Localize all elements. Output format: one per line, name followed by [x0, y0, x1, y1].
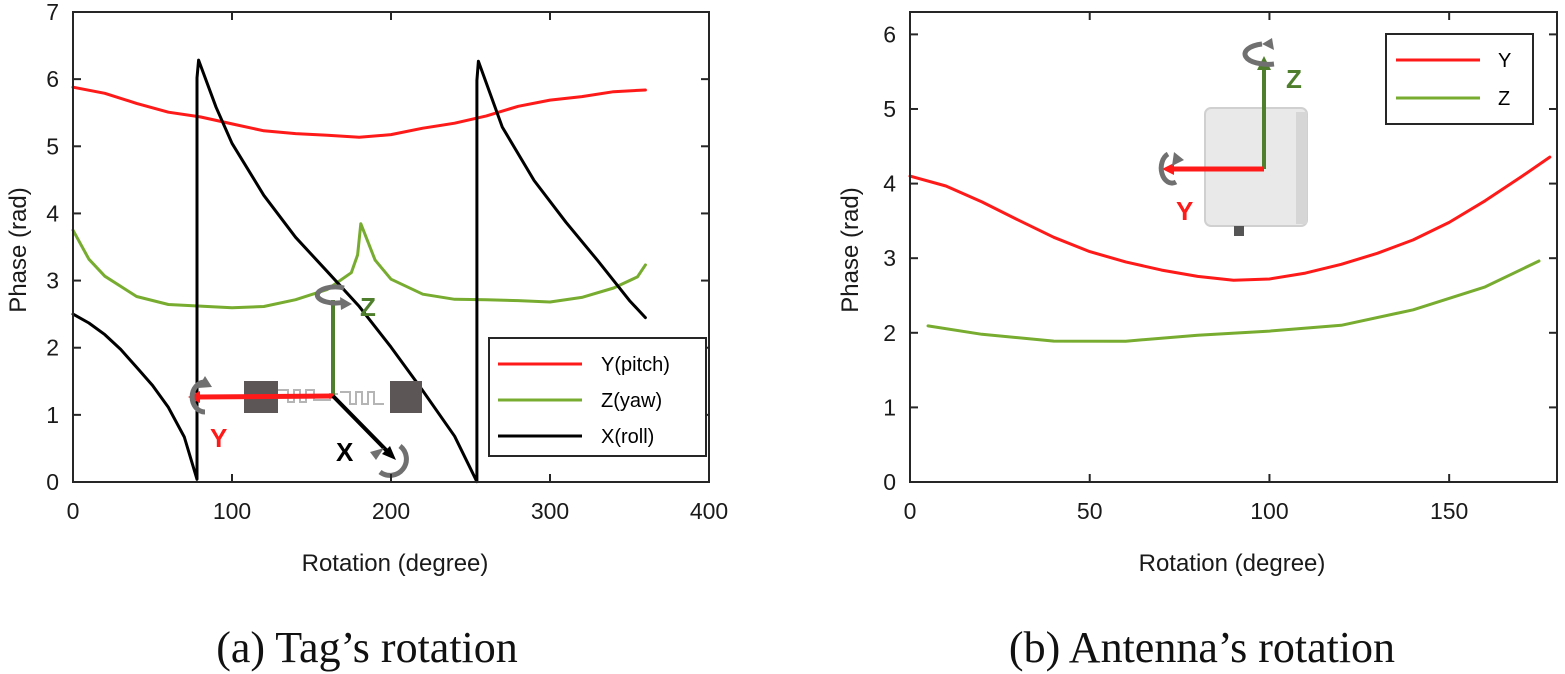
panel-a-xlabel: Rotation (degree)	[302, 550, 489, 577]
panel-a-ytick-label: 4	[46, 200, 59, 226]
panel-a-series-x-roll	[71, 58, 647, 484]
panel-b-antenna-rotation: Y Z 0 50 100 150 0 1 2 3 4 5 6 Rotation (degree) P…	[837, 11, 1558, 672]
panel-a-ytick-label: 6	[46, 66, 59, 92]
panel-a-xtick-label: 100	[213, 498, 251, 524]
panel-b-ticks: 0 50 100 150 0 1 2 3 4 5 6	[883, 12, 1557, 524]
antenna-z-rotate-arrowhead	[1262, 38, 1274, 50]
antenna-z-rotate-icon	[1242, 41, 1275, 67]
panel-a-ytick-label: 7	[46, 0, 59, 25]
panel-b-plot-area	[908, 155, 1552, 343]
panel-b-series-z	[926, 259, 1541, 343]
tag-z-rotate-icon	[314, 284, 345, 306]
panel-b-xtick-label: 150	[1430, 498, 1468, 524]
panel-b-ytick-label: 6	[883, 21, 896, 47]
panel-b-ytick-label: 4	[883, 171, 896, 197]
panel-b-ytick-label: 3	[883, 245, 896, 271]
panel-b-ytick-label: 0	[883, 469, 896, 495]
panel-a-ticks: 0 100 200 300 400 0 1 2 3 4 5 6 7	[46, 0, 728, 524]
panel-b-xlabel: Rotation (degree)	[1139, 550, 1326, 577]
tag-y-axis-arrow	[197, 393, 334, 400]
tag-y-rotate-icon	[189, 379, 206, 415]
panel-b-legend-box	[1385, 33, 1534, 125]
legend-label-y-pitch: Y(pitch)	[601, 354, 670, 376]
panel-b-caption: (b) Antenna’s rotation	[1009, 623, 1395, 672]
panel-a-xtick-label: 400	[690, 498, 728, 524]
tag-y-rotate-arrowhead	[198, 376, 212, 388]
panel-b-xtick-label: 50	[1077, 498, 1103, 524]
legend-label-z-yaw: Z(yaw)	[601, 390, 662, 412]
antenna-y-rotate-arrowhead	[1172, 152, 1184, 166]
panel-a-plot-area	[71, 58, 647, 484]
panel-b-series-y	[908, 155, 1552, 282]
antenna-z-letter: Z	[1286, 64, 1302, 94]
panel-a-series-z-yaw	[71, 222, 647, 310]
panel-a-xtick-label: 300	[531, 498, 569, 524]
legend-label-y: Y	[1498, 50, 1511, 72]
panel-a-caption: (a) Tag’s rotation	[216, 623, 518, 672]
panel-a-ylabel: Phase (rad)	[5, 187, 32, 312]
tag-z-rotate-arrowhead	[340, 297, 352, 310]
tag-antenna-trace	[278, 389, 384, 405]
panel-a-xtick-label: 200	[372, 498, 410, 524]
panel-b-xtick-label: 100	[1250, 498, 1288, 524]
antenna-y-letter: Y	[1176, 196, 1193, 226]
antenna-connector	[1234, 226, 1244, 236]
panel-a-ytick-label: 5	[46, 133, 59, 159]
panel-a-legend: Y(pitch) Z(yaw) X(roll)	[488, 337, 707, 457]
legend-label-z: Z	[1498, 88, 1510, 110]
legend-label-x-roll: X(roll)	[601, 426, 654, 448]
tag-x-axis-arrow	[331, 394, 390, 454]
panel-b-xtick-label: 0	[904, 498, 917, 524]
tag-z-letter: Z	[360, 292, 376, 322]
tag-x-letter: X	[336, 437, 354, 467]
tag-inset-illustration: Y Z X	[188, 284, 422, 478]
panel-a-series-y-pitch	[71, 85, 647, 139]
panel-a-legend-box	[488, 337, 707, 457]
panel-b-ytick-label: 2	[883, 320, 896, 346]
panel-b-axes-box	[909, 11, 1558, 483]
panel-b-ylabel: Phase (rad)	[837, 187, 864, 312]
antenna-side	[1296, 112, 1307, 224]
panel-b-legend: Y Z	[1385, 33, 1534, 125]
tag-x-arrowhead	[382, 446, 396, 460]
panel-a-tag-rotation: Y Z X 0 100 200 300 400 0 1 2 3 4 5 6 7 Rotation (de…	[5, 0, 728, 672]
tag-x-rotate-icon	[378, 444, 409, 478]
tag-right-chip	[390, 381, 422, 413]
panel-a-xtick-label: 0	[67, 498, 80, 524]
panel-a-ytick-label: 0	[46, 469, 59, 495]
antenna-y-rotate-icon	[1158, 151, 1178, 186]
panel-a-ytick-label: 3	[46, 268, 59, 294]
tag-y-letter: Y	[210, 423, 227, 453]
panel-b-ytick-label: 5	[883, 96, 896, 122]
antenna-inset-illustration: Y Z	[1158, 38, 1308, 236]
panel-b-ytick-label: 1	[883, 394, 896, 420]
tag-x-rotate-arrowhead	[370, 448, 384, 460]
panel-a-ytick-label: 1	[46, 402, 59, 428]
antenna-y-arrowhead	[1162, 163, 1174, 175]
panel-a-ytick-label: 2	[46, 335, 59, 361]
